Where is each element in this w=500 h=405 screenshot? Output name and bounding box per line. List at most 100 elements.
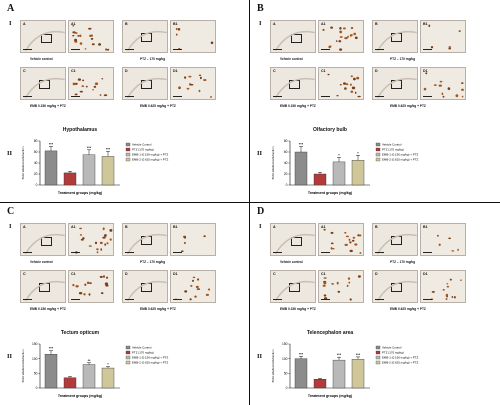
legend-label: EMB-1 (0.156 mg/kg) + PTZ (132, 356, 168, 360)
micrograph-b1: B1 (420, 20, 466, 53)
significance-marker: *** (356, 353, 361, 357)
tissue-outline (24, 78, 65, 99)
y-tick-label: 80 (284, 139, 288, 143)
legend-swatch (375, 147, 381, 152)
bar (63, 172, 77, 186)
scale-bar (273, 252, 282, 253)
micrograph-caption: PTZ – 170 mg/kg (140, 260, 166, 264)
micrograph-tag: C (23, 272, 26, 276)
bar-chart: 0 20 40 60 80 BrdU labelled cells/section Trea… (21, 139, 168, 195)
scale-bar (273, 49, 282, 50)
x-axis-label: Treatment groups (mg/kg) (308, 394, 353, 398)
brdu-cells (436, 234, 459, 252)
micrograph-c1: C1 (68, 270, 114, 303)
micrograph-tag: B (125, 22, 128, 26)
micrograph-c: C (20, 67, 66, 100)
micrograph-tag: C (273, 69, 276, 73)
bar (332, 161, 346, 186)
micrograph-d: D (372, 67, 418, 100)
micrograph-d1: D1 (420, 270, 466, 303)
y-axis-label: BrdU labelled cells/section (271, 146, 275, 179)
scale-bar (125, 96, 134, 97)
brdu-cells (322, 275, 361, 301)
bar (332, 359, 346, 389)
y-tick-label: 40 (34, 161, 38, 165)
scale-bar (423, 49, 432, 50)
scale-bar (375, 96, 384, 97)
panel-b: B I II A Vehicle control A1 B PTZ – 170 mg/kg B1… (250, 0, 499, 202)
scale-bar (321, 49, 330, 50)
micrograph-caption: EMB 0.156 mg/kg + PTZ (30, 104, 66, 108)
tissue-outline (126, 78, 167, 99)
significance-marker: * (107, 363, 109, 367)
micrograph-b1: B1 (420, 223, 466, 256)
chart-title: Hypothalamus (62, 127, 98, 133)
legend-swatch (125, 157, 131, 162)
micrograph-tag: B1 (423, 225, 428, 229)
brdu-cells (430, 278, 462, 301)
y-tick-label: 20 (34, 172, 38, 176)
brdu-cells (428, 24, 461, 50)
micrograph-caption: Vehicle control (280, 57, 303, 61)
brdu-cells (178, 74, 212, 98)
scale-bar (71, 299, 80, 300)
brdu-cells (72, 78, 108, 97)
micrograph-tag: A (273, 22, 276, 26)
tissue-outline (24, 234, 65, 255)
bar-chart: 0 20 40 60 80 BrdU labelled cells/section Trea… (271, 139, 418, 195)
legend-label: PTZ (170 mg/kg) (382, 351, 404, 355)
legend-label: EMB-2 (0.625 mg/kg) + PTZ (132, 361, 168, 365)
scale-bar (23, 49, 32, 50)
micrograph-caption: EMB 0.625 mg/kg + PTZ (140, 104, 176, 108)
micrograph-c: C (270, 67, 316, 100)
panel-c: C I II A Vehicle control A1 B PTZ – 170 mg/kg B1… (0, 203, 249, 405)
micrograph-c1: C1 (318, 270, 364, 303)
micrograph-caption: EMB 0.156 mg/kg + PTZ (280, 104, 316, 108)
scale-bar (423, 299, 432, 300)
legend-swatch (125, 147, 131, 152)
micrograph-tag: D (375, 272, 378, 276)
micrograph-tag: A1 (71, 225, 76, 229)
section-i-label: I (9, 223, 12, 230)
micrograph-tag: A (23, 22, 26, 26)
tissue-outline (274, 281, 315, 302)
scale-bar (71, 49, 80, 50)
section-ii-label: II (257, 353, 263, 360)
micrograph-a1: A1 (68, 223, 114, 256)
micrograph-b: B (122, 223, 168, 256)
y-axis-label: BrdU labelled cells/section (21, 146, 25, 179)
bar (82, 154, 96, 186)
micrograph-tag: A1 (321, 225, 326, 229)
legend-label: EMB-1 (0.156 mg/kg) + PTZ (382, 153, 418, 157)
legend-label: Vehicle Control (132, 143, 152, 147)
panel-d: D I II A Vehicle control A1 B PTZ – 170 mg/kg B1… (250, 203, 499, 405)
micrograph-a1: A1 (318, 223, 364, 256)
micrograph-tag: D1 (173, 69, 178, 73)
y-tick-label: 60 (284, 150, 288, 154)
scale-bar (23, 252, 32, 253)
legend-label: Vehicle Control (382, 346, 402, 350)
bar (44, 354, 58, 389)
micrograph-d: D (122, 270, 168, 303)
micrograph-c: C (270, 270, 316, 303)
panel-label: B (257, 3, 264, 14)
tissue-outline (274, 31, 315, 52)
micrograph-b1: B1 (170, 20, 216, 53)
micrograph-caption: EMB 0.156 mg/kg + PTZ (280, 307, 316, 311)
scale-bar (423, 252, 432, 253)
legend-swatch (375, 360, 381, 365)
significance-marker: *** (49, 347, 54, 351)
micrograph-tag: C1 (321, 69, 326, 73)
micrograph-tag: C (273, 272, 276, 276)
micrograph-caption: Vehicle control (30, 57, 53, 61)
legend-label: PTZ (170 mg/kg) (132, 148, 154, 152)
section-ii-label: II (7, 150, 13, 157)
y-tick-label: 50 (34, 372, 38, 376)
legend-label: EMB-2 (0.625 mg/kg) + PTZ (382, 361, 418, 365)
brdu-cells (323, 228, 362, 254)
y-tick-label: 50 (284, 372, 288, 376)
bar (313, 379, 327, 389)
scale-bar (375, 252, 384, 253)
legend-swatch (125, 355, 131, 360)
legend-swatch (125, 142, 131, 147)
